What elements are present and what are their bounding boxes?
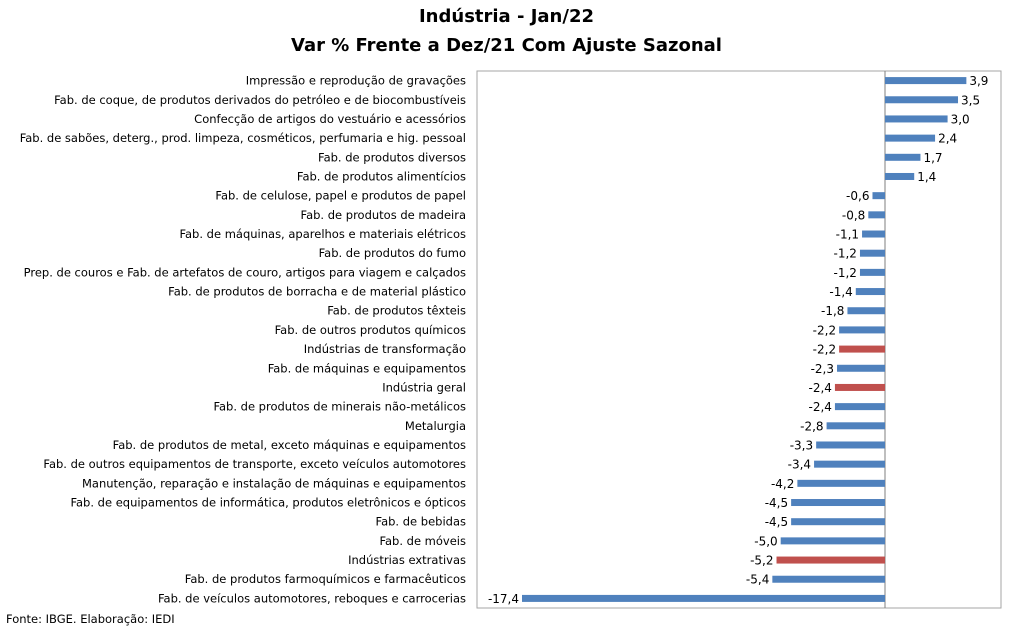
bar xyxy=(816,441,885,449)
category-label: Fab. de produtos de minerais não-metálic… xyxy=(213,400,466,414)
data-label: -1,1 xyxy=(836,228,859,242)
bar xyxy=(868,211,885,219)
category-label: Fab. de produtos têxteis xyxy=(327,304,466,318)
data-label: 1,4 xyxy=(917,170,936,184)
data-label: 2,4 xyxy=(938,132,957,146)
category-label: Indústria geral xyxy=(382,380,466,394)
bar xyxy=(837,364,885,372)
bar xyxy=(855,288,885,296)
bar-highlight xyxy=(839,345,885,353)
data-label: -4,2 xyxy=(771,477,794,491)
bar xyxy=(885,153,921,161)
category-label: Confecção de artigos do vestuário e aces… xyxy=(194,112,466,126)
bar xyxy=(872,192,885,200)
category-label: Fab. de produtos de borracha e de materi… xyxy=(168,285,466,299)
bar xyxy=(862,230,885,238)
category-label: Manutenção, reparação e instalação de má… xyxy=(82,476,466,490)
bar xyxy=(522,594,885,602)
data-label: -5,4 xyxy=(746,573,769,587)
category-label: Fab. de produtos de metal, exceto máquin… xyxy=(113,438,466,452)
category-label: Fab. de máquinas, aparelhos e materiais … xyxy=(179,227,466,241)
bar xyxy=(834,403,885,411)
data-label: -3,4 xyxy=(788,458,811,472)
category-label: Metalurgia xyxy=(405,419,466,433)
data-label: 3,9 xyxy=(969,74,988,88)
bar xyxy=(885,77,967,85)
bar xyxy=(791,518,885,526)
bar xyxy=(791,499,885,507)
data-label: -17,4 xyxy=(488,592,519,606)
category-label: Fab. de produtos alimentícios xyxy=(297,169,466,183)
category-label: Fab. de outros equipamentos de transport… xyxy=(43,457,466,471)
data-label: -0,8 xyxy=(842,208,865,222)
bar xyxy=(839,326,885,334)
bar-highlight xyxy=(776,556,885,564)
data-label: -2,2 xyxy=(813,323,836,337)
bar xyxy=(780,537,885,545)
data-label: -2,8 xyxy=(800,419,823,433)
category-label: Indústrias extrativas xyxy=(348,553,466,567)
data-label: -1,2 xyxy=(834,247,857,261)
bar xyxy=(859,249,885,257)
chart-title: Indústria - Jan/22 xyxy=(418,6,594,27)
data-label: 3,5 xyxy=(961,93,980,107)
category-label: Impressão e reprodução de gravações xyxy=(246,74,466,88)
category-label: Fab. de produtos de madeira xyxy=(301,208,466,222)
data-label: -2,4 xyxy=(809,381,832,395)
bar xyxy=(885,134,936,142)
category-label: Fab. de móveis xyxy=(379,534,466,548)
category-label: Fab. de outros produtos químicos xyxy=(275,323,466,337)
category-label: Fab. de produtos farmoquímicos e farmacê… xyxy=(185,572,466,586)
data-label: -1,8 xyxy=(821,304,844,318)
category-label: Prep. de couros e Fab. de artefatos de c… xyxy=(24,265,466,279)
data-label: -2,2 xyxy=(813,343,836,357)
data-label: -4,5 xyxy=(765,496,788,510)
bar xyxy=(797,479,885,487)
category-label: Fab. de sabões, deterg., prod. limpeza, … xyxy=(20,131,466,145)
bar xyxy=(814,460,885,468)
data-label: -3,3 xyxy=(790,438,813,452)
data-label: -0,6 xyxy=(846,189,869,203)
data-label: 3,0 xyxy=(951,112,970,126)
source-note: Fonte: IBGE. Elaboração: IEDI xyxy=(6,612,175,626)
category-label: Fab. de bebidas xyxy=(376,515,466,529)
bar xyxy=(859,268,885,276)
bar xyxy=(885,172,915,180)
data-label: -4,5 xyxy=(765,515,788,529)
bar-highlight xyxy=(834,383,885,391)
data-label: -1,4 xyxy=(829,285,852,299)
bar xyxy=(847,307,885,315)
data-label: -5,2 xyxy=(750,554,773,568)
bar xyxy=(885,115,948,123)
chart-subtitle: Var % Frente a Dez/21 Com Ajuste Sazonal xyxy=(291,35,722,56)
data-label: -5,0 xyxy=(754,534,777,548)
data-label: -2,3 xyxy=(811,362,834,376)
category-label: Fab. de coque, de produtos derivados do … xyxy=(54,93,466,107)
bar xyxy=(826,422,885,430)
bar xyxy=(885,96,959,104)
data-label: 1,7 xyxy=(923,151,942,165)
category-label: Fab. de celulose, papel e produtos de pa… xyxy=(215,189,466,203)
category-label: Fab. de produtos diversos xyxy=(318,150,466,164)
plot-area xyxy=(476,70,1002,609)
category-label: Indústrias de transformação xyxy=(304,342,466,356)
data-label: -2,4 xyxy=(809,400,832,414)
bar xyxy=(772,575,885,583)
category-label: Fab. de equipamentos de informática, pro… xyxy=(70,496,466,510)
category-label: Fab. de produtos do fumo xyxy=(319,246,466,260)
data-label: -1,2 xyxy=(834,266,857,280)
category-label: Fab. de máquinas e equipamentos xyxy=(268,361,466,375)
category-label: Fab. de veículos automotores, reboques e… xyxy=(158,591,466,605)
